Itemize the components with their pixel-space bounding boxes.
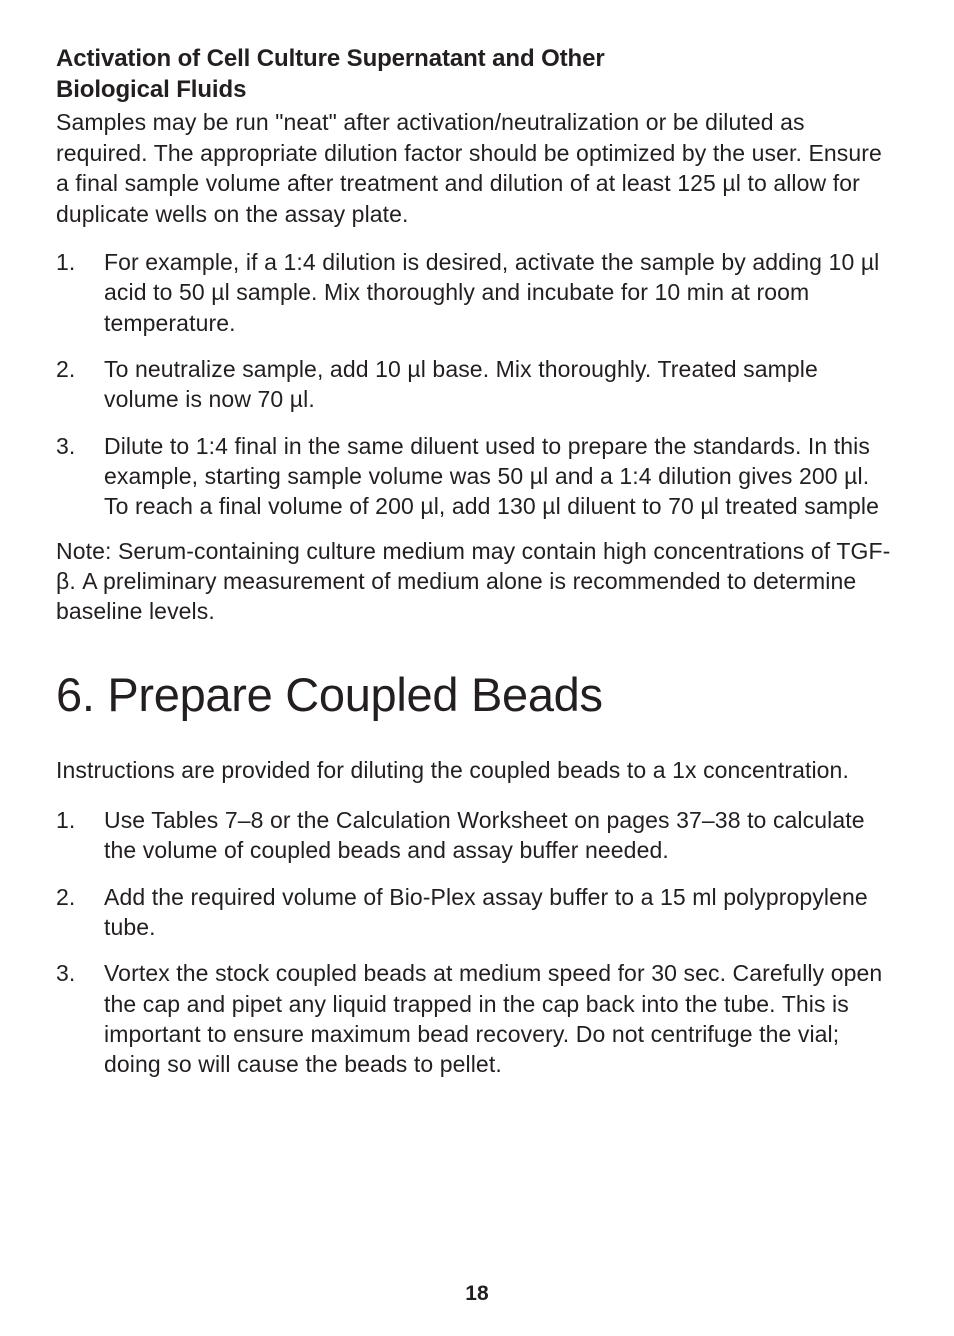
step-number: 2. xyxy=(56,354,104,415)
step-bold: Dilute xyxy=(104,433,163,459)
step-bold-2: 30 sec xyxy=(651,960,719,986)
step-text-post: to 1:4 final in the same diluent used to… xyxy=(104,433,879,520)
section1-steps: 1. For example, if a 1:4 dilution is des… xyxy=(56,247,898,522)
section1-heading: Activation of Cell Culture Supernatant a… xyxy=(56,44,898,105)
step-number: 3. xyxy=(56,431,104,522)
list-item: 3. Dilute to 1:4 final in the same dilue… xyxy=(56,431,898,522)
heading-line-2: Biological Fluids xyxy=(56,76,246,103)
page-number: 18 xyxy=(0,1280,954,1308)
section2-intro: Instructions are provided for diluting t… xyxy=(56,755,898,785)
list-item: 2. Add the required volume of Bio-Plex a… xyxy=(56,882,898,943)
step-number: 1. xyxy=(56,247,104,338)
step-number: 3. xyxy=(56,958,104,1079)
list-item: 1. For example, if a 1:4 dilution is des… xyxy=(56,247,898,338)
heading-line-1: Activation of Cell Culture Supernatant a… xyxy=(56,45,605,72)
note-body: Serum-containing culture medium may cont… xyxy=(56,538,890,625)
step-body: Vortex the stock coupled beads at medium… xyxy=(104,958,898,1079)
list-item: 2. To neutralize sample, add 10 µl base.… xyxy=(56,354,898,415)
note-label: Note: xyxy=(56,538,111,564)
step-bold-3: Do not centrifuge the vial xyxy=(576,1021,833,1047)
step-bold-1: Vortex xyxy=(104,960,170,986)
step-number: 1. xyxy=(56,805,104,866)
step-body: Use Tables 7–8 or the Calculation Worksh… xyxy=(104,805,898,866)
step-body: For example, if a 1:4 dilution is desire… xyxy=(104,247,898,338)
step-body: To neutralize sample, add 10 µl base. Mi… xyxy=(104,354,898,415)
page-container: Activation of Cell Culture Supernatant a… xyxy=(56,44,898,1296)
step-text-pre: For example, if a 1:4 dilution is desire… xyxy=(104,249,515,275)
note-block: Note: Serum-containing culture medium ma… xyxy=(56,536,898,627)
step-bold: activate xyxy=(515,249,595,275)
step-bold: neutralize xyxy=(135,356,236,382)
section1-intro: Samples may be run "neat" after activati… xyxy=(56,107,898,228)
list-item: 3. Vortex the stock coupled beads at med… xyxy=(56,958,898,1079)
list-item: 1. Use Tables 7–8 or the Calculation Wor… xyxy=(56,805,898,866)
section2-heading: 6. Prepare Coupled Beads xyxy=(56,669,898,721)
step-number: 2. xyxy=(56,882,104,943)
section2-steps: 1. Use Tables 7–8 or the Calculation Wor… xyxy=(56,805,898,1080)
step-text-pre: To xyxy=(104,356,135,382)
step-text-1: the stock coupled beads at medium speed … xyxy=(170,960,651,986)
step-body: Add the required volume of Bio-Plex assa… xyxy=(104,882,898,943)
step-body: Dilute to 1:4 final in the same diluent … xyxy=(104,431,898,522)
